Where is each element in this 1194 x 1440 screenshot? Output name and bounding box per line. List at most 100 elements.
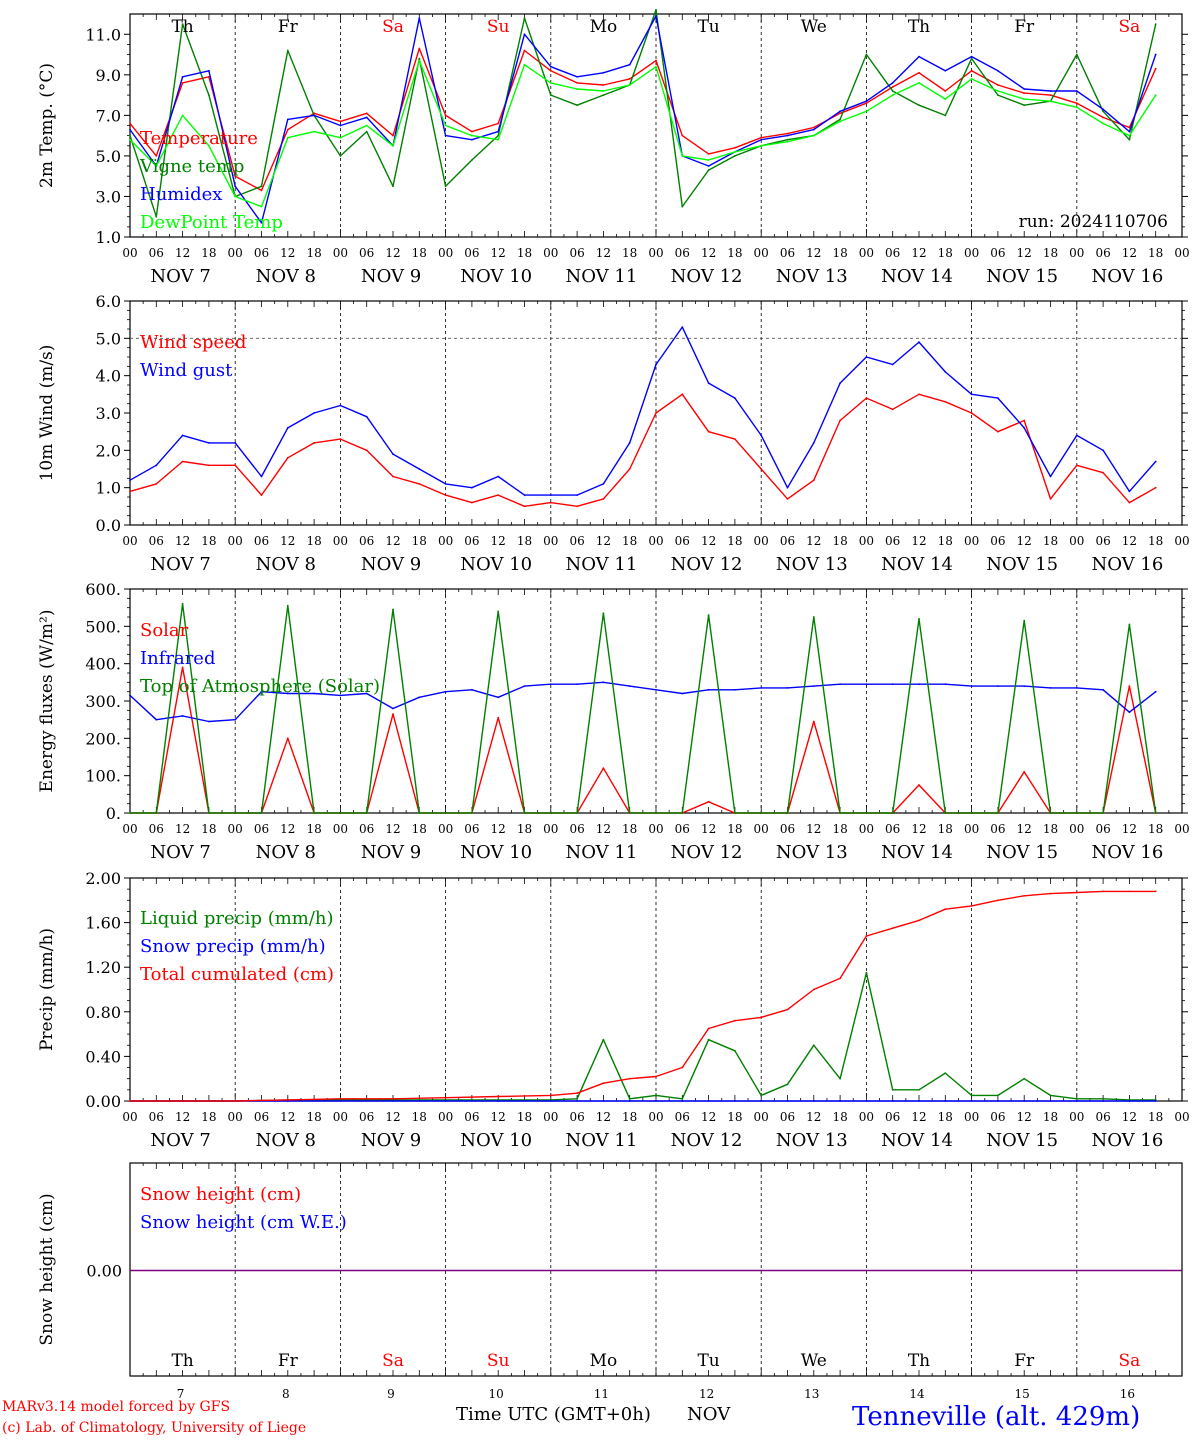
- y-tick-label: 4.0: [96, 367, 121, 386]
- hour-tick-label: 18: [517, 246, 532, 260]
- hour-tick-label: 06: [569, 1110, 584, 1124]
- date-label: NOV 16: [1091, 554, 1163, 575]
- data-point: [286, 604, 289, 607]
- data-point: [812, 126, 815, 129]
- data-point: [707, 688, 710, 691]
- data-point: [1049, 892, 1052, 895]
- data-point: [339, 438, 342, 440]
- weekday-label: Fr: [278, 1351, 299, 1371]
- data-point: [918, 71, 920, 74]
- hour-tick-label: 18: [832, 822, 847, 836]
- hour-tick-label: 12: [1122, 534, 1137, 548]
- hour-tick-label: 06: [149, 822, 164, 836]
- data-point: [734, 1049, 736, 1052]
- data-point: [602, 1100, 605, 1102]
- data-point: [260, 221, 263, 224]
- data-point: [891, 82, 894, 84]
- data-point: [1128, 685, 1131, 687]
- hour-tick-label: 06: [1095, 534, 1110, 548]
- weekday-label: Sa: [1119, 17, 1141, 37]
- series-line-3: [129, 59, 1157, 208]
- data-point: [549, 683, 552, 686]
- hour-tick-label: 18: [832, 246, 847, 260]
- data-point: [444, 124, 447, 127]
- data-point: [918, 919, 920, 922]
- hour-tick-label: 06: [780, 822, 795, 836]
- data-point: [760, 1100, 763, 1102]
- data-point: [155, 155, 158, 157]
- data-point: [812, 1100, 815, 1102]
- date-label: NOV 14: [881, 1130, 953, 1151]
- series-line-1: [129, 9, 1157, 218]
- data-point: [1154, 690, 1157, 693]
- data-point: [734, 812, 736, 814]
- data-point: [444, 185, 447, 188]
- date-label: NOV 11: [565, 1130, 637, 1151]
- data-point: [497, 494, 500, 496]
- data-point: [707, 430, 710, 433]
- legend-entry: Solar: [140, 620, 189, 641]
- date-label: NOV 8: [256, 266, 316, 287]
- data-point: [1075, 812, 1078, 814]
- data-point: [286, 692, 289, 695]
- hour-tick-label: 12: [596, 822, 611, 836]
- data-point: [1049, 94, 1052, 96]
- data-point: [1154, 812, 1157, 814]
- hour-tick-label: 12: [701, 1110, 716, 1124]
- data-point: [1023, 1077, 1026, 1080]
- data-point: [208, 94, 210, 96]
- data-point: [628, 63, 631, 66]
- data-point: [1049, 90, 1052, 92]
- hour-tick-label: 00: [1174, 246, 1189, 260]
- data-point: [918, 683, 920, 686]
- data-point: [497, 1100, 500, 1102]
- data-point: [891, 1088, 894, 1091]
- data-point: [1154, 23, 1157, 25]
- data-point: [365, 449, 368, 452]
- data-point: [549, 69, 552, 72]
- y-axis-label: 10m Wind (m/s): [37, 345, 57, 482]
- y-tick-label: 3.0: [96, 187, 121, 206]
- data-point: [865, 971, 868, 974]
- data-point: [839, 683, 841, 686]
- data-point: [471, 688, 473, 691]
- y-tick-label: 1.0: [96, 228, 121, 247]
- hour-tick-label: 12: [385, 534, 400, 548]
- data-point: [208, 442, 210, 444]
- hour-tick-label: 06: [359, 822, 374, 836]
- date-label: NOV 13: [776, 554, 848, 575]
- hour-tick-label: 00: [648, 534, 663, 548]
- data-point: [365, 812, 368, 814]
- data-point: [260, 189, 263, 192]
- data-point: [286, 136, 289, 139]
- data-point: [497, 138, 500, 141]
- data-point: [1128, 890, 1131, 893]
- data-point: [1049, 687, 1052, 689]
- day-number-label: 8: [282, 1387, 290, 1401]
- data-point: [734, 438, 736, 440]
- data-point: [339, 812, 342, 814]
- hour-tick-label: 06: [885, 534, 900, 548]
- data-point: [812, 134, 815, 137]
- hour-tick-label: 00: [543, 1110, 558, 1124]
- data-point: [734, 151, 736, 153]
- data-point: [155, 464, 158, 467]
- data-point: [760, 144, 763, 147]
- y-tick-label: 1.0: [96, 479, 121, 498]
- hour-tick-label: 00: [1174, 1110, 1189, 1124]
- data-point: [944, 908, 947, 911]
- data-point: [812, 442, 815, 444]
- date-label: NOV 11: [565, 842, 637, 863]
- hour-tick-label: 00: [333, 1110, 348, 1124]
- data-point: [602, 483, 605, 485]
- data-point: [707, 1027, 710, 1030]
- data-point: [497, 696, 500, 699]
- hour-tick-label: 06: [464, 1110, 479, 1124]
- data-point: [286, 737, 289, 740]
- data-point: [628, 685, 631, 687]
- data-point: [1023, 685, 1026, 687]
- data-point: [865, 356, 868, 358]
- data-point: [549, 1094, 552, 1097]
- data-point: [549, 494, 552, 496]
- data-point: [760, 468, 763, 470]
